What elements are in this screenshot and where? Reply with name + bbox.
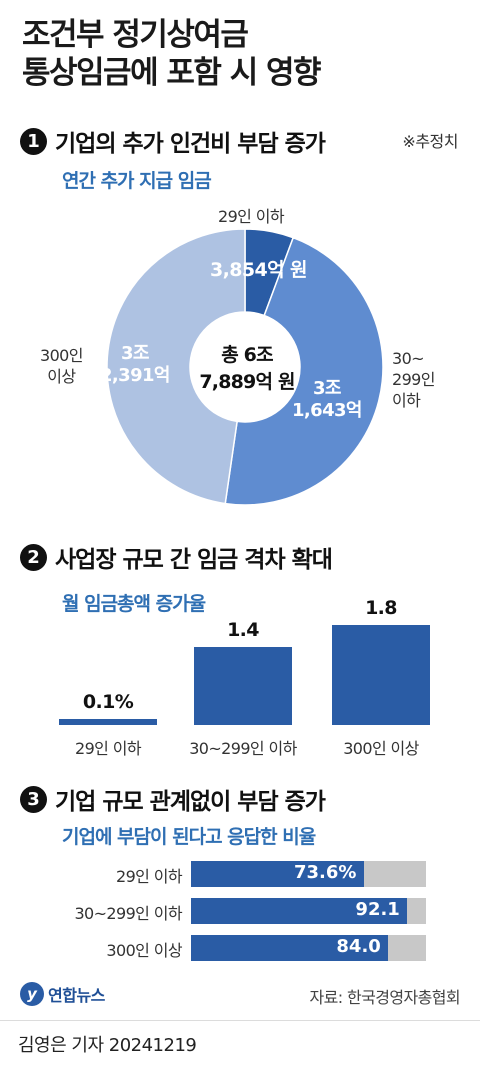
burden-bar-value: 84.0 xyxy=(336,936,381,957)
growth-bar xyxy=(59,719,157,725)
footer: 김영은 기자 20241219 xyxy=(0,1020,480,1065)
pie-label-large-line-2: 이상 xyxy=(47,367,76,386)
estimate-note: ※추정치 xyxy=(402,132,458,151)
section-2-header: 2 사업장 규모 간 임금 격차 확대 xyxy=(20,540,333,574)
burden-bar-category: 300인 이상 xyxy=(106,941,182,960)
section-1-number-badge: 1 xyxy=(20,127,47,155)
pie-label-mid: 30~ 299인 이하 xyxy=(392,348,435,411)
growth-bar xyxy=(194,647,292,725)
burden-bar-category: 30~299인 이하 xyxy=(74,904,182,923)
growth-bar-value: 0.1% xyxy=(82,691,134,714)
donut-chart xyxy=(106,228,384,506)
donut-hole xyxy=(190,312,300,422)
burden-bar-category: 29인 이하 xyxy=(115,867,183,886)
yonhap-logo: y 연합뉴스 xyxy=(20,982,105,1006)
growth-bar-category: 29인 이하 xyxy=(74,739,142,758)
section-2-title: 사업장 규모 간 임금 격차 확대 xyxy=(55,547,333,573)
growth-bar-value: 1.8 xyxy=(365,597,397,619)
yonhap-logo-text: 연합뉴스 xyxy=(48,986,105,1005)
section-2-subtitle: 월 임금총액 증가율 xyxy=(62,593,206,615)
growth-bar-category: 30~299인 이하 xyxy=(189,739,297,758)
pie-label-mid-line-2: 299인 xyxy=(392,370,435,389)
pie-label-large: 300인 이상 xyxy=(40,345,83,387)
burden-bar xyxy=(191,898,408,924)
section-3-title: 기업 규모 관계없이 부담 증가 xyxy=(55,789,326,815)
growth-bar-category: 300인 이상 xyxy=(343,739,419,758)
slice-value-small: 3,854억 원 xyxy=(210,259,307,281)
pie-label-large-line-1: 300인 xyxy=(40,346,83,365)
title-line-2: 통상임금에 포함 시 영향 xyxy=(22,55,322,91)
title-line-1: 조건부 정기상여금 xyxy=(22,17,249,53)
page-title: 조건부 정기상여금 통상임금에 포함 시 영향 xyxy=(22,16,322,92)
section-3-header: 3 기업 규모 관계없이 부담 증가 xyxy=(20,782,326,816)
growth-bar xyxy=(332,625,430,725)
center-total-line-1: 총 6조 xyxy=(221,344,273,366)
slice-value-mid-line-2: 1,643억 xyxy=(292,400,363,421)
burden-bar-track: 84.0 xyxy=(191,935,426,961)
slice-value-mid: 3조 1,643억 xyxy=(292,378,363,422)
slice-value-large: 3조 2,391억 xyxy=(100,343,171,387)
reporter-byline: 김영은 기자 20241219 xyxy=(18,1035,197,1056)
section-1-subtitle: 연간 추가 지급 임금 xyxy=(62,170,212,192)
burden-bar-value: 73.6% xyxy=(293,862,357,883)
burden-bar-value: 92.1 xyxy=(355,899,400,920)
yonhap-logo-icon: y xyxy=(20,982,44,1006)
slice-value-large-line-2: 2,391억 xyxy=(100,365,171,386)
pie-label-mid-line-3: 이하 xyxy=(392,391,421,410)
section-3-number-badge: 3 xyxy=(20,785,47,813)
burden-bar xyxy=(191,935,389,961)
burden-bar-track: 92.1 xyxy=(191,898,426,924)
slice-value-large-line-1: 3조 xyxy=(121,343,149,364)
section-2-number-badge: 2 xyxy=(20,543,47,571)
section-1-header: 1 기업의 추가 인건비 부담 증가 xyxy=(20,124,326,158)
donut-center-total: 총 6조 7,889억 원 xyxy=(192,340,302,394)
center-total-line-2: 7,889억 원 xyxy=(199,371,295,393)
section-3-subtitle: 기업에 부담이 된다고 응답한 비율 xyxy=(62,826,316,848)
burden-bar xyxy=(191,861,364,887)
burden-bar-track: 73.6% xyxy=(191,861,426,887)
section-1-title: 기업의 추가 인건비 부담 증가 xyxy=(55,131,326,157)
pie-label-mid-line-1: 30~ xyxy=(392,349,425,368)
growth-bar-value: 1.4 xyxy=(227,619,259,642)
slice-value-mid-line-1: 3조 xyxy=(313,378,341,399)
source-credit: 자료: 한국경영자총협회 xyxy=(309,988,461,1007)
pie-label-small: 29인 이하 xyxy=(218,207,285,226)
